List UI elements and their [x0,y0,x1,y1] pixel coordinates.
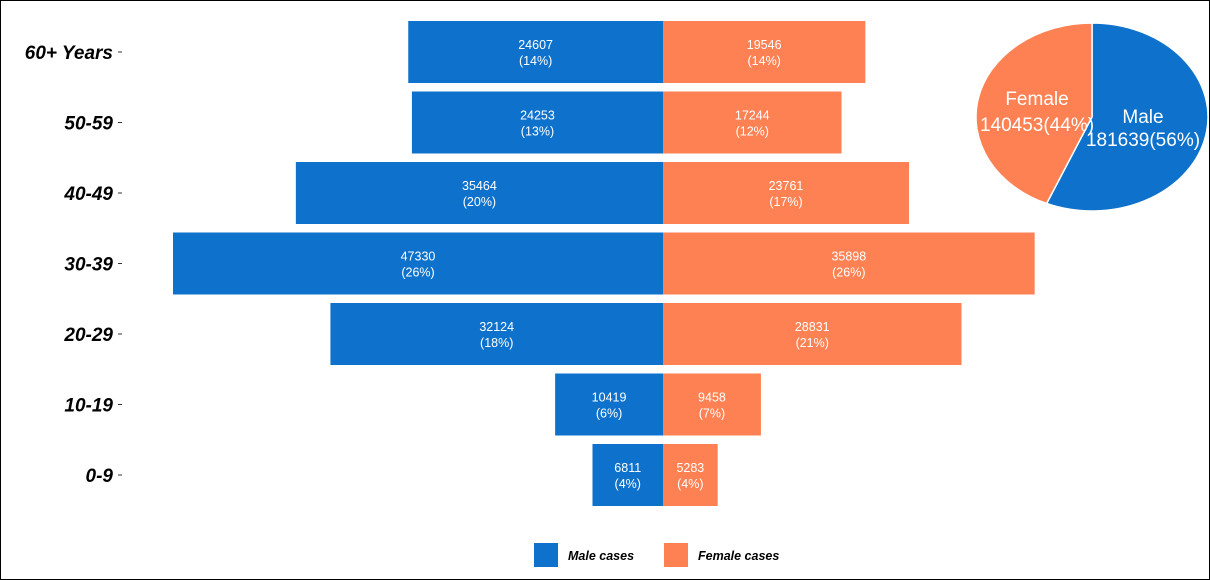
male-percent-label: (13%) [521,125,554,139]
female-percent-label: (4%) [677,477,703,491]
age-group-label: 40-49 [63,184,113,205]
female-bar [663,21,866,83]
female-bar [663,232,1035,295]
female-bar [663,444,718,506]
pie-label-male-name: Male [1122,107,1163,128]
pie-label-female-name: Female [1005,89,1068,110]
legend-female-label: Female cases [698,549,779,563]
male-value-label: 47330 [401,250,436,264]
legend-female-swatch [664,543,688,567]
legend: Male cases Female cases [534,543,779,567]
male-value-label: 24253 [520,109,555,123]
male-bar [408,21,663,83]
pie-slice-female [975,22,1093,205]
male-percent-label: (14%) [519,54,552,68]
age-group-label: 20-29 [63,325,113,346]
population-pyramid: 60+ Years 24607 (14%) 19546 (14%) 50-59 24253 (… [25,21,1035,506]
female-percent-label: (17%) [769,195,802,209]
male-bar [411,91,663,154]
male-value-label: 10419 [592,391,627,405]
pie-label-male-value: 181639(56%) [1086,130,1200,151]
male-percent-label: (18%) [480,336,513,350]
male-percent-label: (6%) [596,407,622,421]
female-value-label: 28831 [795,320,830,334]
male-bar [555,373,663,436]
age-group-label: 60+ Years [25,43,113,64]
pie-label-female-value: 140453(44%) [980,115,1094,136]
male-value-label: 24607 [518,38,553,52]
male-percent-label: (20%) [463,195,496,209]
female-bar [663,303,962,365]
male-bar [592,444,663,506]
female-percent-label: (12%) [736,125,769,139]
legend-male-swatch [534,543,558,567]
male-value-label: 32124 [479,320,514,334]
female-value-label: 23761 [769,179,804,193]
age-group-label: 30-39 [64,255,113,276]
male-bar [295,162,663,224]
female-value-label: 35898 [831,250,866,264]
age-group-label: 0-9 [86,466,114,487]
female-percent-label: (26%) [832,266,865,280]
female-percent-label: (14%) [748,54,781,68]
male-value-label: 35464 [462,179,497,193]
female-value-label: 9458 [698,391,726,405]
male-percent-label: (4%) [615,477,641,491]
female-value-label: 19546 [747,38,782,52]
age-group-label: 50-59 [64,114,113,135]
female-percent-label: (7%) [699,407,725,421]
age-group-label: 10-19 [64,396,113,417]
legend-male-label: Male cases [568,549,634,563]
female-bar [663,162,909,224]
female-percent-label: (21%) [796,336,829,350]
male-percent-label: (26%) [401,266,434,280]
female-bar [663,91,842,154]
female-value-label: 5283 [676,461,704,475]
male-bar [330,303,663,365]
female-value-label: 17244 [735,109,770,123]
male-value-label: 6811 [614,461,641,475]
pie-slice-male [1045,22,1209,212]
male-bar [173,232,663,295]
female-bar [663,373,761,436]
